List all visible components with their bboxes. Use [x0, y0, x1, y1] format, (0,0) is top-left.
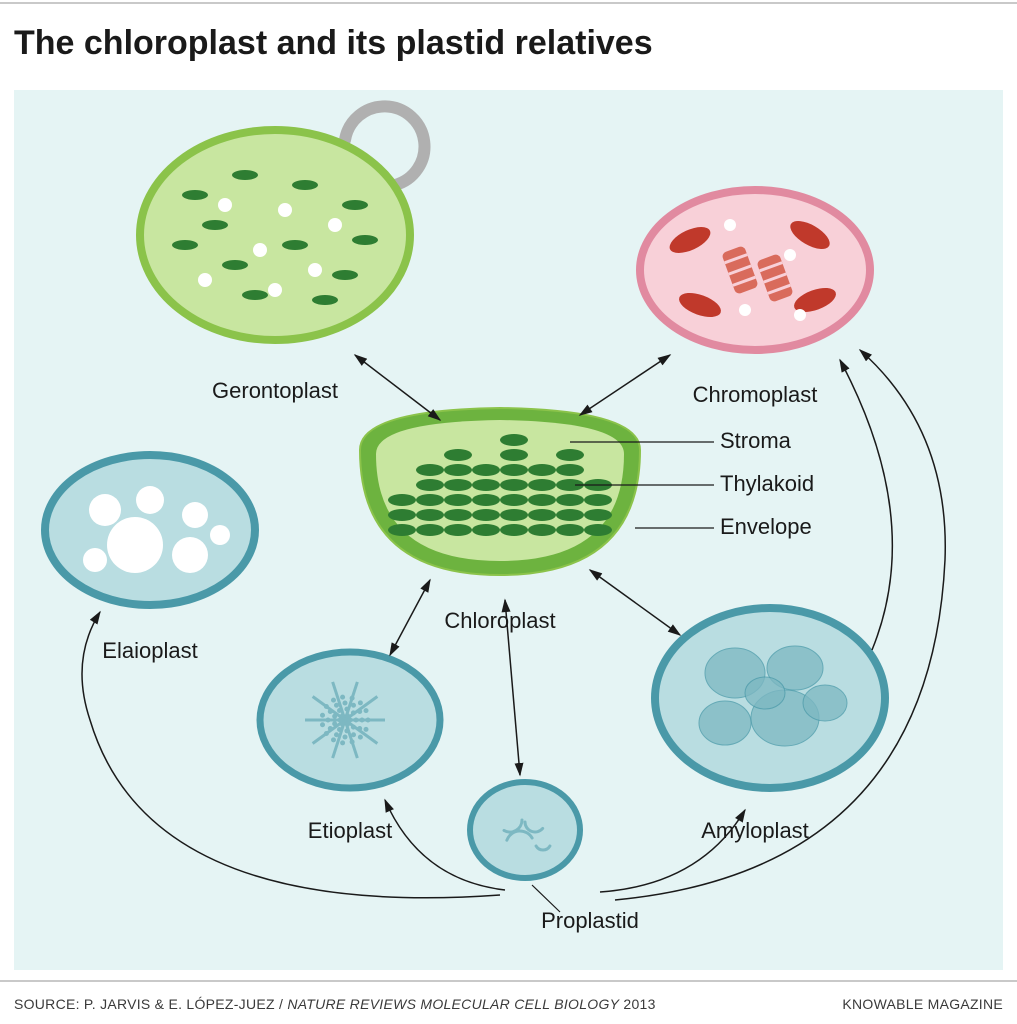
- source-suffix: 2013: [619, 996, 655, 1012]
- chloroplast-part-label: Stroma: [720, 428, 920, 454]
- chloroplast-part-label: Thylakoid: [720, 471, 920, 497]
- brand-credit: KNOWABLE MAGAZINE: [842, 996, 1003, 1012]
- plastid-label: Amyloplast: [635, 818, 875, 844]
- plastid-label: Elaioplast: [30, 638, 270, 664]
- plastid-label: Proplastid: [470, 908, 710, 934]
- source-italic: NATURE REVIEWS MOLECULAR CELL BIOLOGY: [287, 996, 619, 1012]
- plastid-diagram: [0, 0, 1017, 1024]
- source-credit: SOURCE: P. JARVIS & E. LÓPEZ-JUEZ / NATU…: [14, 996, 656, 1012]
- plastid-label: Chromoplast: [635, 382, 875, 408]
- brand-text: KNOWABLE MAGAZINE: [842, 996, 1003, 1012]
- plastid-label: Chloroplast: [380, 608, 620, 634]
- plastid-label: Gerontoplast: [155, 378, 395, 404]
- bottom-rule: [0, 980, 1017, 982]
- source-prefix: SOURCE: P. JARVIS & E. LÓPEZ-JUEZ /: [14, 996, 287, 1012]
- chloroplast-part-label: Envelope: [720, 514, 920, 540]
- plastid-label: Etioplast: [230, 818, 470, 844]
